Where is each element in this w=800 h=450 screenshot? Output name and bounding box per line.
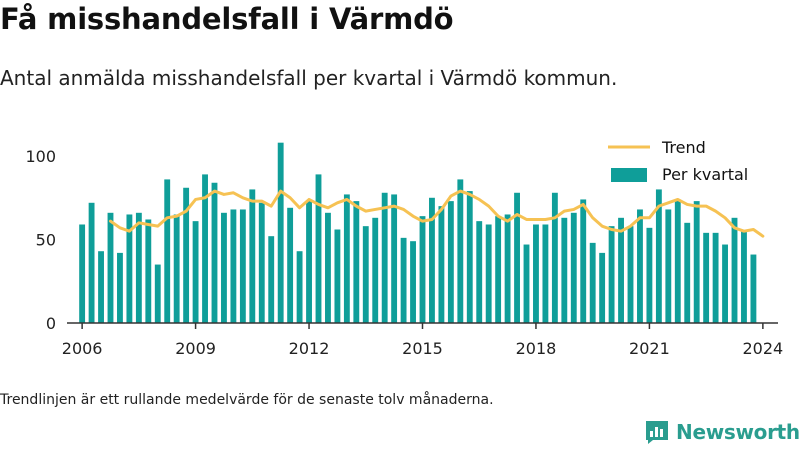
- bar: [570, 212, 577, 323]
- y-tick-label: 100: [25, 147, 56, 166]
- bar: [523, 244, 530, 323]
- bar: [372, 217, 379, 323]
- x-tick-label: 2015: [402, 339, 443, 358]
- bars-group: [79, 142, 757, 324]
- bar: [674, 199, 681, 323]
- bar: [126, 214, 133, 323]
- bar: [277, 142, 284, 323]
- bar: [410, 241, 416, 323]
- bar: [447, 201, 454, 323]
- bar: [79, 224, 86, 323]
- bar: [618, 217, 624, 323]
- bar: [589, 242, 596, 323]
- bar: [107, 212, 114, 323]
- x-tick-label: 2012: [289, 339, 330, 358]
- bar: [684, 222, 691, 323]
- bar: [202, 174, 208, 323]
- bar: [353, 201, 360, 323]
- bar: [712, 232, 719, 323]
- bar: [419, 216, 426, 323]
- trend-group: [108, 189, 765, 238]
- bar: [655, 189, 662, 323]
- bar: [117, 252, 123, 324]
- bar: [722, 244, 728, 323]
- bar: [608, 226, 615, 323]
- bar: [296, 251, 303, 323]
- footnote: Trendlinjen är ett rullande medelvärde f…: [0, 392, 494, 408]
- bar: [533, 224, 539, 323]
- bar: [381, 192, 388, 323]
- legend-bars-label: Per kvartal: [662, 165, 748, 184]
- bar: [542, 224, 549, 323]
- bar: [731, 217, 738, 323]
- bar: [192, 221, 199, 323]
- bar: [438, 206, 445, 324]
- bar: [306, 201, 312, 323]
- bar: [268, 236, 275, 323]
- bar: [391, 194, 398, 323]
- x-tick-label: 2006: [62, 339, 103, 358]
- bar: [693, 201, 700, 323]
- bar: [88, 202, 95, 323]
- bar: [343, 194, 350, 323]
- bar: [239, 209, 246, 323]
- bar: [98, 251, 104, 323]
- bar: [476, 221, 483, 323]
- bar: [504, 214, 511, 323]
- brand-logo: Newsworthy: [644, 419, 800, 445]
- bar: [514, 192, 520, 323]
- brand-name: Newsworthy: [676, 420, 800, 444]
- axes-group: 2006 2009 2012 2015 2018 2021 2024 0 50 100: [25, 147, 783, 358]
- y-tick-label: 0: [46, 314, 56, 333]
- bar: [315, 174, 322, 323]
- bar: [230, 209, 237, 323]
- bar: [495, 216, 502, 323]
- bar: [221, 212, 227, 323]
- bar: [258, 202, 265, 323]
- bar: [145, 219, 152, 323]
- bar: [599, 252, 606, 324]
- legend: Trend Per kvartal: [600, 134, 766, 188]
- bar: [249, 189, 256, 323]
- bar: [334, 229, 341, 323]
- bar: [154, 264, 161, 323]
- bar: [637, 209, 643, 323]
- bar: [466, 191, 473, 323]
- trend-line: [108, 189, 765, 238]
- chart-title: Få misshandelsfall i Värmdö: [0, 2, 454, 36]
- chart: 2006 2009 2012 2015 2018 2021 2024 0 50 100 Trend…: [25, 134, 783, 358]
- bar: [580, 199, 587, 323]
- bar: [750, 254, 757, 323]
- x-tick-label: 2009: [175, 339, 216, 358]
- newsworthy-logo-icon: [646, 421, 668, 444]
- bar: [741, 231, 747, 323]
- bar: [287, 207, 294, 323]
- legend-trend-label: Trend: [661, 138, 706, 157]
- y-tick-label: 50: [36, 231, 56, 250]
- legend-bars-swatch: [611, 168, 647, 182]
- bar: [173, 214, 180, 323]
- bar: [429, 197, 435, 323]
- bar: [211, 182, 218, 323]
- bar: [665, 209, 672, 323]
- x-tick-label: 2021: [629, 339, 670, 358]
- bar: [457, 179, 464, 323]
- bar: [400, 237, 407, 323]
- chart-subtitle: Antal anmälda misshandelsfall per kvarta…: [0, 66, 618, 90]
- bar: [627, 226, 634, 323]
- bar: [703, 232, 710, 323]
- x-tick-label: 2018: [516, 339, 557, 358]
- bar: [325, 212, 331, 323]
- bar: [561, 217, 568, 323]
- bar: [551, 192, 558, 323]
- bar: [183, 187, 190, 323]
- x-tick-label: 2024: [743, 339, 784, 358]
- bar: [135, 212, 142, 323]
- bar: [362, 226, 369, 323]
- bar: [164, 179, 171, 323]
- bar: [646, 227, 653, 323]
- bar: [485, 224, 492, 323]
